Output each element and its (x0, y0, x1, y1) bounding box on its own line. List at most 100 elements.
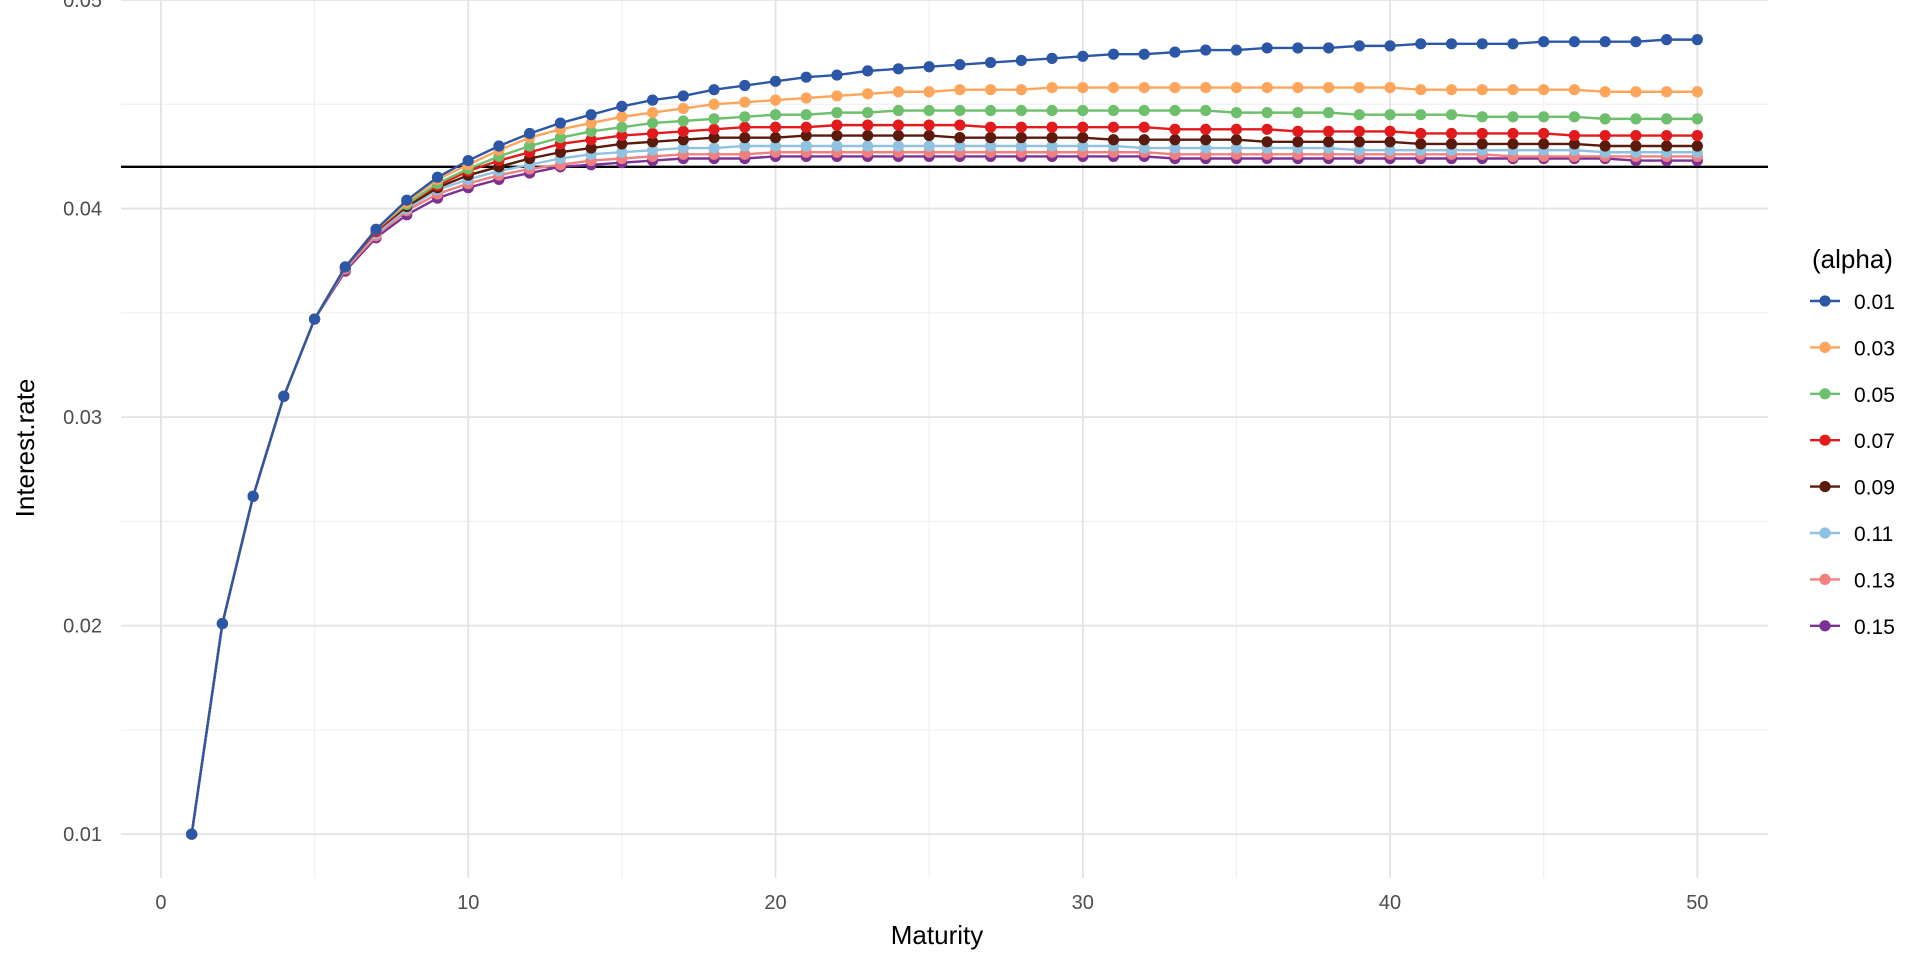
data-point (616, 138, 628, 150)
data-point (1230, 123, 1243, 135)
data-point (831, 69, 843, 81)
data-point (616, 146, 628, 158)
data-point (1415, 109, 1427, 121)
x-tick-label: 10 (457, 892, 479, 914)
legend-label: 0.13 (1854, 569, 1895, 592)
data-point (616, 111, 628, 123)
legend: (alpha) 0.01 0.03 0.05 0.07 0.09 0.11 0.13 0.15 (1810, 244, 1895, 639)
x-axis-title: Maturity (891, 920, 983, 950)
data-point (800, 140, 812, 152)
data-point (524, 140, 536, 152)
data-point (585, 134, 597, 146)
data-point (247, 490, 259, 502)
data-point (1230, 142, 1243, 154)
legend-item: 0.11 (1810, 523, 1893, 546)
data-point (1077, 121, 1089, 133)
data-point (1507, 111, 1519, 123)
data-point (1353, 144, 1365, 156)
legend-label: 0.09 (1854, 477, 1895, 500)
data-point (739, 148, 751, 160)
data-point (1445, 109, 1458, 121)
data-point (1292, 107, 1304, 119)
data-point (646, 107, 659, 119)
x-tick-label: 40 (1379, 892, 1401, 914)
data-point (1599, 86, 1611, 98)
legend-key-point (1819, 620, 1831, 632)
data-point (892, 86, 905, 98)
data-point (708, 142, 720, 154)
data-point (585, 142, 597, 154)
data-point (1660, 86, 1673, 98)
legend-label: 0.11 (1854, 523, 1893, 546)
data-point (677, 102, 689, 115)
data-point (1384, 40, 1396, 52)
data-point (1200, 81, 1212, 94)
data-point (1568, 138, 1581, 150)
data-point (646, 127, 659, 140)
data-point (278, 390, 290, 402)
legend-key-point (1819, 527, 1831, 539)
data-point (1384, 109, 1396, 121)
data-point (677, 125, 689, 137)
data-point (708, 132, 720, 144)
data-point (1200, 123, 1212, 135)
y-tick-label: 0.05 (63, 0, 102, 12)
data-point (1046, 140, 1058, 152)
data-point (831, 119, 843, 131)
data-point (831, 129, 843, 142)
data-point (923, 104, 935, 117)
legend-label: 0.01 (1854, 291, 1895, 314)
data-point (769, 132, 782, 144)
data-point (1476, 38, 1488, 50)
data-point (862, 65, 874, 77)
data-point (1507, 84, 1519, 96)
data-point (1599, 113, 1611, 125)
data-point (339, 261, 351, 273)
data-point (1077, 104, 1089, 117)
x-tick-label: 20 (764, 892, 786, 914)
data-point (984, 121, 997, 133)
x-tick-label: 30 (1072, 892, 1094, 914)
data-point (1230, 107, 1243, 119)
data-point (1077, 132, 1089, 144)
data-point (1292, 136, 1304, 148)
data-point (1538, 84, 1550, 96)
data-point (1107, 81, 1120, 94)
data-point (892, 119, 905, 131)
data-point (1353, 125, 1365, 137)
data-point (708, 98, 720, 110)
legend-label: 0.03 (1854, 337, 1895, 360)
data-point (1322, 81, 1335, 94)
data-point (646, 144, 659, 156)
legend-key-point (1819, 434, 1831, 446)
data-point (1630, 86, 1642, 98)
data-point (1476, 138, 1488, 150)
data-point (1107, 134, 1120, 146)
data-point (1538, 111, 1550, 123)
data-point (739, 121, 751, 133)
data-point (800, 129, 812, 142)
data-point (616, 100, 628, 112)
data-point (493, 140, 505, 152)
data-point (1445, 127, 1458, 140)
data-point (1538, 138, 1550, 150)
data-point (954, 119, 966, 131)
data-point (677, 142, 689, 154)
data-point (739, 79, 751, 92)
data-point (1200, 104, 1212, 117)
data-point (1046, 52, 1058, 64)
data-point (862, 107, 874, 119)
data-point (1230, 81, 1243, 94)
data-point (585, 125, 597, 137)
data-point (1015, 140, 1027, 152)
data-point (1415, 84, 1427, 96)
legend-key-point (1819, 341, 1831, 353)
data-point (1322, 42, 1335, 54)
data-point (1107, 121, 1120, 133)
data-point (984, 104, 997, 117)
data-point (1660, 129, 1673, 142)
data-point (954, 140, 966, 152)
data-point (831, 90, 843, 102)
data-point (1599, 140, 1611, 152)
data-point (1568, 36, 1581, 48)
